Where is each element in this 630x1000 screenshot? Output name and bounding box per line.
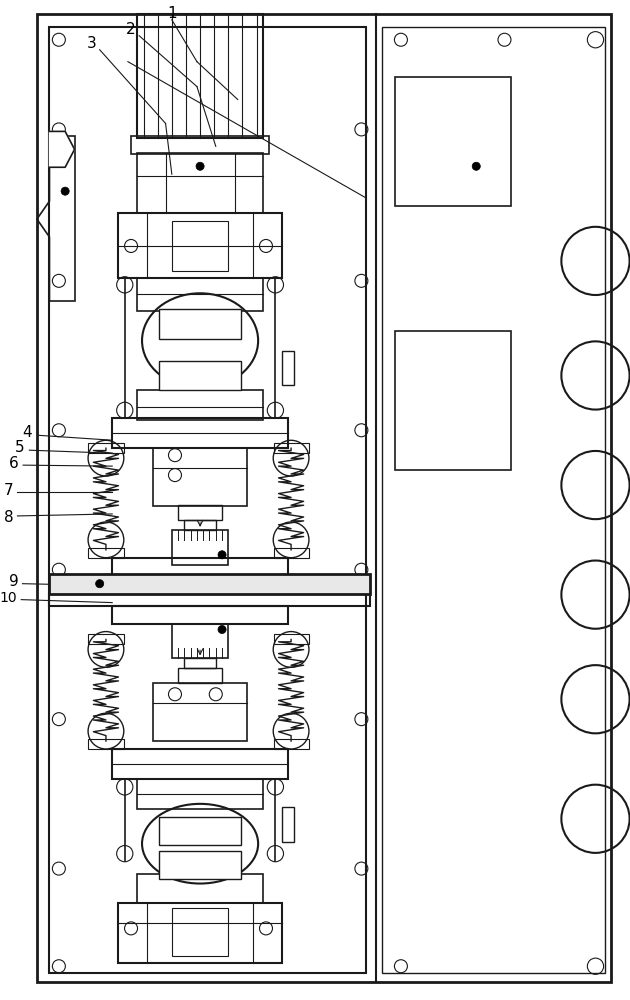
Bar — [112, 418, 288, 448]
Circle shape — [196, 162, 204, 170]
Bar — [88, 634, 123, 644]
Bar — [159, 361, 241, 390]
Text: 4: 4 — [23, 425, 32, 440]
Text: 10: 10 — [0, 591, 18, 605]
Bar — [88, 548, 123, 558]
Bar — [50, 574, 370, 594]
Bar — [50, 27, 367, 973]
Bar — [137, 153, 263, 213]
Bar — [273, 548, 309, 558]
Text: 9: 9 — [9, 574, 18, 589]
Circle shape — [472, 162, 480, 170]
Bar — [50, 594, 370, 606]
Bar — [159, 817, 241, 845]
Text: 5: 5 — [15, 440, 25, 455]
Text: 7: 7 — [4, 483, 13, 498]
Bar — [282, 807, 294, 842]
Text: 2: 2 — [126, 22, 136, 37]
Bar — [118, 903, 282, 963]
Circle shape — [96, 580, 104, 588]
Bar — [159, 851, 241, 879]
Bar — [382, 27, 605, 973]
Bar — [153, 448, 247, 506]
Bar — [178, 505, 222, 520]
Bar — [185, 520, 216, 530]
Polygon shape — [50, 131, 74, 167]
Circle shape — [218, 625, 226, 634]
Text: 6: 6 — [9, 456, 18, 471]
Bar — [172, 221, 228, 271]
Bar — [153, 683, 247, 741]
Bar — [159, 309, 241, 339]
Circle shape — [61, 187, 69, 195]
Bar — [172, 530, 228, 565]
Bar — [172, 908, 228, 956]
Bar — [112, 558, 288, 576]
Bar — [88, 739, 123, 749]
Bar — [118, 213, 282, 278]
Bar — [88, 443, 123, 453]
Bar — [112, 606, 288, 624]
Bar — [273, 634, 309, 644]
Bar — [137, 390, 263, 420]
Bar — [137, 779, 263, 809]
Circle shape — [218, 551, 226, 559]
Bar — [137, 278, 263, 311]
Bar — [185, 658, 216, 668]
Bar — [178, 668, 222, 683]
Bar — [112, 749, 288, 779]
Bar — [273, 443, 309, 453]
Bar — [137, 874, 263, 903]
Bar — [131, 136, 269, 154]
Text: 8: 8 — [4, 510, 13, 525]
Text: 3: 3 — [87, 36, 96, 51]
Bar — [394, 331, 511, 470]
Text: 1: 1 — [167, 6, 176, 21]
Bar — [282, 351, 294, 385]
Bar — [172, 624, 228, 658]
Bar — [273, 739, 309, 749]
Bar — [137, 14, 263, 138]
Bar — [50, 136, 74, 301]
Bar — [394, 77, 511, 206]
